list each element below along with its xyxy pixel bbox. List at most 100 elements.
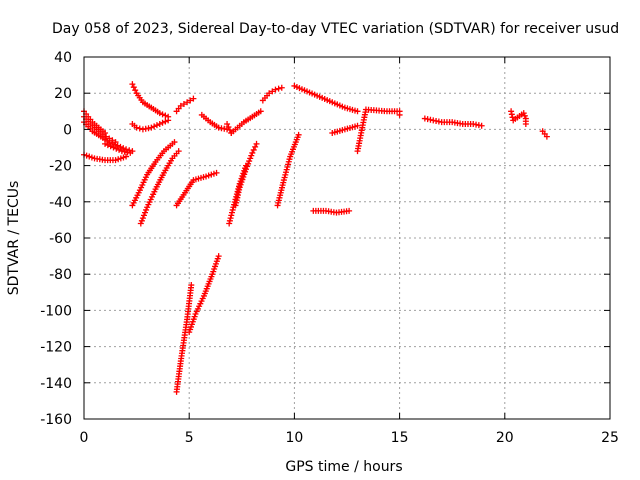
y-tick-label: -80 xyxy=(49,267,72,283)
data-point-interp xyxy=(248,152,255,159)
data-point xyxy=(478,122,485,129)
data-point-interp xyxy=(247,155,254,162)
x-tick-label: 10 xyxy=(285,430,303,446)
data-point xyxy=(137,220,144,227)
data-point xyxy=(110,144,117,151)
data-point xyxy=(257,108,264,115)
y-tick-label: 20 xyxy=(54,86,72,102)
data-point xyxy=(133,124,140,131)
data-point xyxy=(224,120,231,127)
data-point xyxy=(295,131,302,138)
data-point-interp xyxy=(252,143,259,150)
data-point xyxy=(396,111,403,118)
data-point xyxy=(106,139,113,146)
data-point-interp xyxy=(228,209,235,216)
y-tick-label: 0 xyxy=(63,122,72,138)
x-tick-label: 5 xyxy=(185,430,194,446)
data-point-interp xyxy=(226,217,233,224)
x-tick-label: 15 xyxy=(391,430,409,446)
data-point-interp xyxy=(153,122,160,129)
data-point-interp xyxy=(159,119,166,126)
data-point-interp xyxy=(508,111,515,118)
data-point-interp xyxy=(162,118,169,125)
data-point xyxy=(215,253,222,260)
y-tick-label: -100 xyxy=(40,303,72,319)
y-tick-label: -60 xyxy=(49,231,72,247)
data-point xyxy=(129,81,136,88)
data-point xyxy=(278,84,285,91)
x-tick-label: 25 xyxy=(601,430,619,446)
data-point xyxy=(114,142,121,149)
data-point-interp xyxy=(225,123,232,130)
data-point-interp xyxy=(140,212,147,219)
data-point xyxy=(156,110,163,117)
y-tick-label: -140 xyxy=(40,376,72,392)
data-point xyxy=(190,95,197,102)
data-point-interp xyxy=(120,145,127,152)
data-point xyxy=(148,124,155,131)
data-point xyxy=(165,117,172,124)
data-point xyxy=(543,133,550,140)
data-point xyxy=(508,108,515,115)
data-point-interp xyxy=(113,145,120,152)
data-point-interp xyxy=(521,112,528,119)
data-point xyxy=(520,110,527,117)
data-point xyxy=(354,108,361,115)
y-axis-label: SDTVAR / TECUs xyxy=(6,181,22,296)
data-point xyxy=(102,140,109,147)
data-point-interp xyxy=(111,141,118,148)
data-point xyxy=(522,120,529,127)
x-tick-label: 0 xyxy=(80,430,89,446)
data-point-interp xyxy=(250,146,257,153)
data-point-interp xyxy=(246,158,253,165)
x-axis-label: GPS time / hours xyxy=(285,459,402,475)
data-point-interp xyxy=(117,143,124,150)
data-point-interp xyxy=(132,87,139,94)
data-point xyxy=(272,86,279,93)
data-point xyxy=(354,122,361,129)
data-point xyxy=(253,140,260,147)
data-point-interp xyxy=(116,146,123,153)
data-point-interp xyxy=(109,140,116,147)
chart-title: Day 058 of 2023, Sidereal Day-to-day VTE… xyxy=(52,21,619,37)
data-point xyxy=(127,149,134,156)
data-point-interp xyxy=(138,217,145,224)
data-point-interp xyxy=(136,125,143,132)
data-point-interp xyxy=(107,143,114,150)
data-point-interp xyxy=(162,112,169,119)
data-point-interp xyxy=(245,160,252,167)
data-point xyxy=(188,282,195,289)
data-point xyxy=(249,149,256,156)
data-point xyxy=(243,166,250,173)
x-tick-label: 20 xyxy=(496,430,514,446)
data-point xyxy=(226,220,233,227)
data-point-interp xyxy=(269,88,276,95)
data-point xyxy=(346,207,353,214)
data-point-interp xyxy=(244,163,251,170)
data-point-interp xyxy=(226,127,233,134)
data-point-interp xyxy=(143,206,150,213)
data-point-interp xyxy=(103,133,110,140)
data-point-interp xyxy=(227,215,234,222)
data-point xyxy=(171,139,178,146)
data-point-interp xyxy=(228,212,235,219)
axis-ticks: 0 5 10 15 20 25 40 20 0 -20 -40 -60 -80 -100 -120 -140 -… xyxy=(40,50,619,446)
data-point xyxy=(213,169,220,176)
data-point xyxy=(266,90,273,97)
data-point xyxy=(175,148,182,155)
y-tick-label: -160 xyxy=(40,412,72,428)
data-point xyxy=(184,99,191,106)
data-point-interp xyxy=(229,206,236,213)
y-tick-label: 40 xyxy=(54,50,72,66)
y-tick-label: -20 xyxy=(49,159,72,175)
data-point-interp xyxy=(151,123,158,130)
data-point xyxy=(156,120,163,127)
data-point-interp xyxy=(159,111,166,118)
data-point-interp xyxy=(180,101,187,108)
data-point-interp xyxy=(139,215,146,222)
data-point-interp xyxy=(187,97,194,104)
data-point-interp xyxy=(104,142,111,149)
data-points xyxy=(81,81,550,395)
data-point-interp xyxy=(142,209,149,216)
